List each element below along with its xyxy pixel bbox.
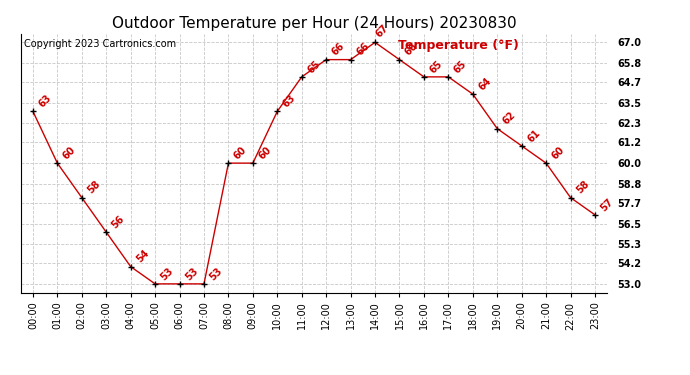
Text: 60: 60 xyxy=(61,145,78,161)
Text: 60: 60 xyxy=(257,145,273,161)
Text: 66: 66 xyxy=(403,41,420,58)
Text: Copyright 2023 Cartronics.com: Copyright 2023 Cartronics.com xyxy=(23,39,176,49)
Text: 58: 58 xyxy=(86,179,102,196)
Text: 53: 53 xyxy=(159,266,175,282)
Text: 67: 67 xyxy=(374,23,391,40)
Text: 57: 57 xyxy=(599,196,615,213)
Text: 53: 53 xyxy=(208,266,224,282)
Text: Temperature (°F): Temperature (°F) xyxy=(398,39,520,52)
Text: 60: 60 xyxy=(550,145,566,161)
Title: Outdoor Temperature per Hour (24 Hours) 20230830: Outdoor Temperature per Hour (24 Hours) … xyxy=(112,16,516,31)
Text: 54: 54 xyxy=(135,248,151,265)
Text: 63: 63 xyxy=(37,93,53,110)
Text: 62: 62 xyxy=(501,110,518,127)
Text: 66: 66 xyxy=(330,41,346,58)
Text: 65: 65 xyxy=(306,58,322,75)
Text: 60: 60 xyxy=(232,145,248,161)
Text: 58: 58 xyxy=(574,179,591,196)
Text: 65: 65 xyxy=(428,58,444,75)
Text: 65: 65 xyxy=(452,58,469,75)
Text: 56: 56 xyxy=(110,214,126,230)
Text: 63: 63 xyxy=(281,93,297,110)
Text: 61: 61 xyxy=(525,128,542,144)
Text: 64: 64 xyxy=(477,76,493,92)
Text: 66: 66 xyxy=(354,41,371,58)
Text: 53: 53 xyxy=(184,266,200,282)
